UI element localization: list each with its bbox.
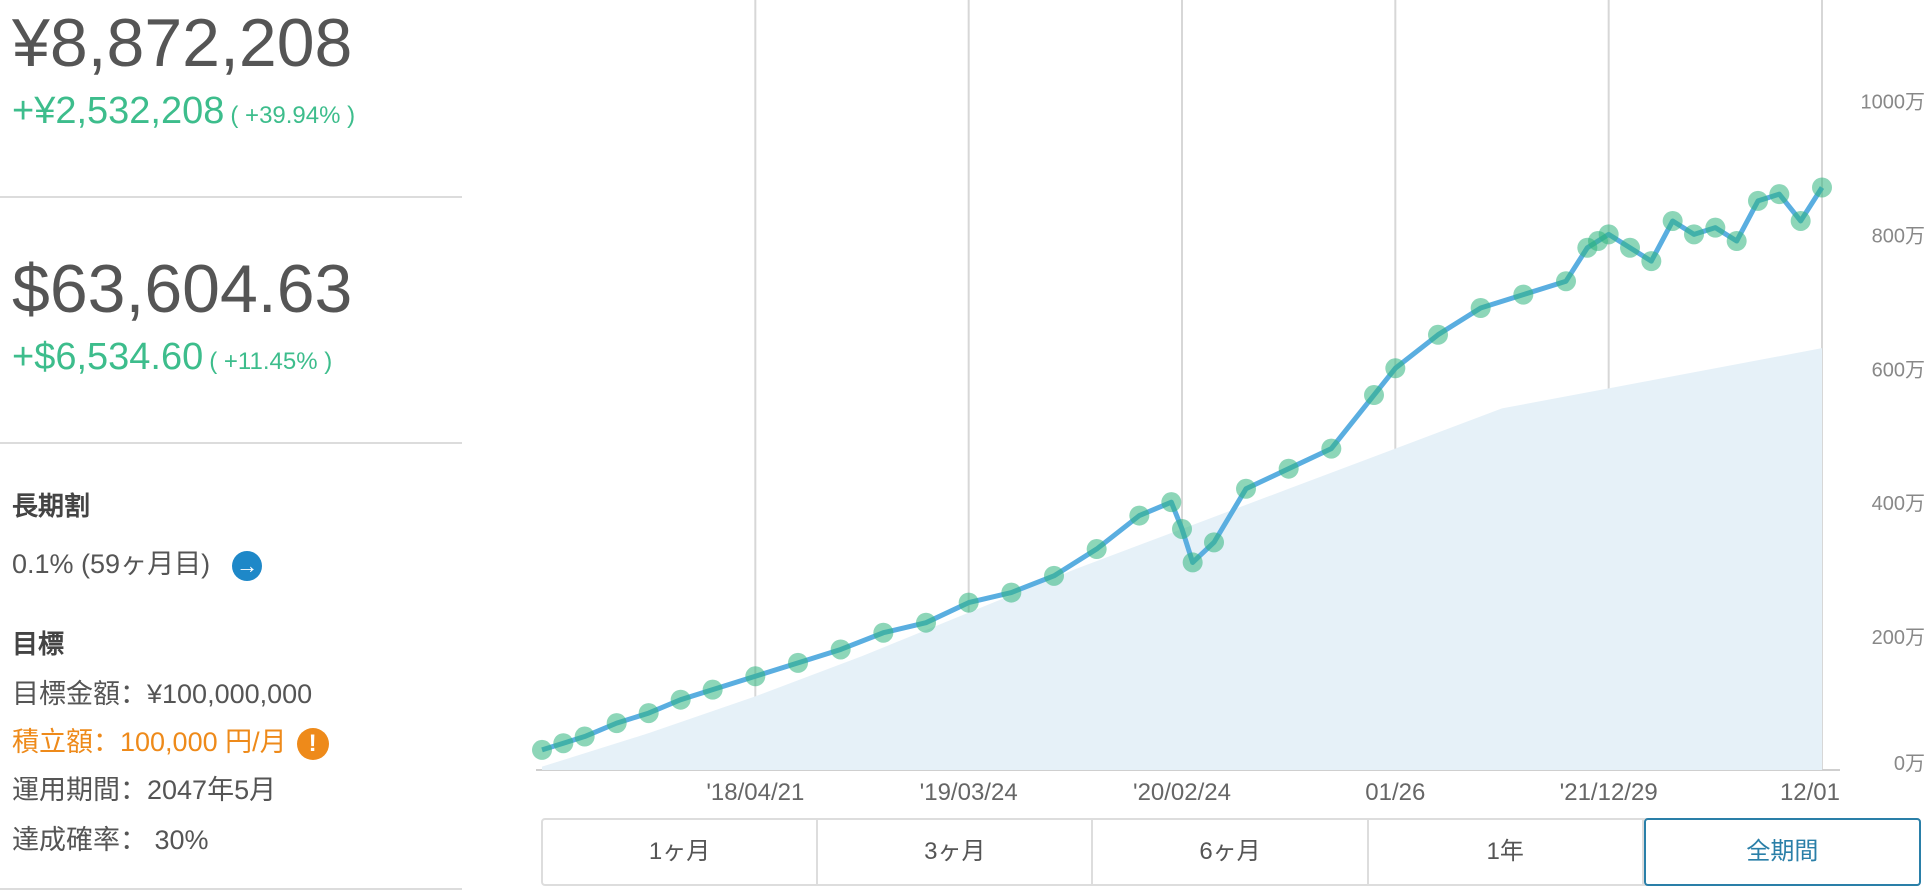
- x-tick-label: '18/04/21: [706, 779, 804, 800]
- data-point: [1620, 237, 1640, 258]
- x-tick-label: 12/01: [1780, 779, 1840, 800]
- data-point: [1172, 518, 1192, 539]
- goal-target-amount: 目標金額：¥100,000,000: [12, 679, 313, 709]
- data-point: [1001, 582, 1022, 603]
- data-point: [1726, 231, 1747, 252]
- jpy-gain-pct: ( +39.94% ): [230, 102, 356, 129]
- usd-total: $63,604.63: [12, 251, 353, 327]
- area-layer: [542, 348, 1822, 770]
- goal-monthly-contribution: 積立額：100,000 円/月: [12, 727, 287, 757]
- data-point: [606, 713, 627, 734]
- data-point: [1044, 565, 1064, 586]
- data-point: [1748, 190, 1768, 211]
- y-tick-label: 1000万: [1861, 91, 1926, 113]
- summary-panel: ¥8,872,208 +¥2,532,208( +39.94% ) $63,60…: [0, 0, 462, 896]
- x-tick-label: '19/03/24: [920, 779, 1018, 800]
- data-point: [1705, 217, 1726, 238]
- goal-contribution-row: 積立額：100,000 円/月!: [12, 720, 329, 760]
- data-point: [574, 726, 595, 747]
- jpy-total: ¥8,872,208: [12, 5, 353, 81]
- x-tick-label: '21/12/29: [1560, 779, 1658, 800]
- long-term-heading: 長期割: [12, 491, 91, 521]
- data-point: [1236, 478, 1256, 499]
- data-point: [1364, 385, 1384, 406]
- data-point: [873, 622, 894, 643]
- data-point: [1385, 358, 1406, 379]
- data-point: [1086, 539, 1107, 560]
- data-point: [1161, 492, 1182, 513]
- y-tick-label: 800万: [1872, 225, 1925, 247]
- y-tick-label: 200万: [1872, 627, 1925, 649]
- data-point: [788, 652, 808, 673]
- tab-3-months[interactable]: 3ヶ月: [818, 820, 1094, 884]
- data-point: [1598, 224, 1619, 245]
- data-point: [1812, 177, 1832, 198]
- data-point: [1556, 271, 1576, 292]
- jpy-gain-value: +¥2,532,208: [12, 90, 225, 132]
- data-point: [745, 666, 766, 687]
- y-tick-label: 400万: [1872, 493, 1925, 515]
- long-term-value: 0.1% (59ヶ月目): [12, 549, 211, 579]
- y-tick-label: 0万: [1894, 753, 1925, 775]
- data-point: [638, 703, 659, 724]
- usd-gain-value: +$6,534.60: [12, 336, 204, 378]
- tab-1-month[interactable]: 1ヶ月: [543, 820, 819, 884]
- axis-layer: '18/04/21 '19/03/24 '20/02/24 01/26 '21/12/2…: [706, 91, 1925, 800]
- goal-probability: 達成確率： 30%: [12, 825, 209, 855]
- y-tick-label: 600万: [1872, 359, 1925, 381]
- data-point: [1769, 184, 1790, 205]
- asset-chart: '18/04/21 '19/03/24 '20/02/24 01/26 '21/12/2…: [532, 0, 1925, 800]
- usd-gain: +$6,534.60( +11.45% ): [12, 336, 332, 379]
- data-point: [1470, 298, 1491, 318]
- goal-period: 運用期間：2047年5月: [12, 775, 277, 805]
- data-point: [1790, 210, 1811, 231]
- tab-6-months[interactable]: 6ヶ月: [1093, 820, 1369, 884]
- dot-layer: [532, 177, 1832, 760]
- data-point: [1684, 224, 1704, 245]
- data-point: [532, 739, 552, 760]
- divider: [0, 442, 462, 444]
- data-point: [1204, 532, 1224, 553]
- data-point: [1321, 438, 1342, 459]
- x-tick-label: '20/02/24: [1133, 779, 1231, 800]
- contribution-area: [542, 348, 1822, 770]
- goal-heading: 目標: [12, 629, 65, 659]
- data-point: [1641, 251, 1662, 272]
- tab-all-period[interactable]: 全期間: [1643, 818, 1922, 886]
- data-point: [1278, 458, 1299, 479]
- data-point: [958, 592, 979, 613]
- x-tick-label: 01/26: [1365, 779, 1425, 800]
- data-point: [1513, 284, 1534, 305]
- long-term-row: 0.1% (59ヶ月目) →: [12, 542, 263, 581]
- data-point: [1662, 210, 1683, 231]
- divider: [0, 888, 462, 890]
- arrow-right-icon[interactable]: →: [232, 550, 263, 581]
- divider: [0, 196, 462, 198]
- usd-gain-pct: ( +11.45% ): [209, 348, 333, 375]
- data-point: [553, 733, 574, 754]
- data-point: [702, 679, 723, 700]
- jpy-gain: +¥2,532,208( +39.94% ): [12, 90, 355, 133]
- data-point: [1182, 552, 1203, 573]
- data-point: [916, 612, 936, 633]
- data-point: [1129, 505, 1150, 526]
- period-tabs: 1ヶ月 3ヶ月 6ヶ月 1年 全期間: [541, 818, 1922, 886]
- warning-icon[interactable]: !: [296, 727, 329, 760]
- tab-1-year[interactable]: 1年: [1369, 820, 1644, 884]
- data-point: [830, 639, 851, 660]
- data-point: [1428, 324, 1448, 345]
- data-point: [670, 689, 691, 710]
